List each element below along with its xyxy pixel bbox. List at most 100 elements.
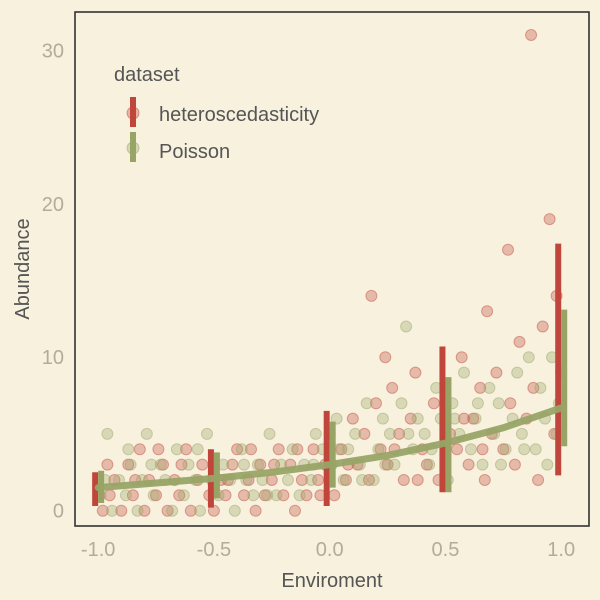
data-point: [138, 504, 151, 517]
data-point: [305, 474, 318, 486]
data-point: [536, 320, 549, 333]
data-point: [300, 489, 313, 502]
data-point: [481, 305, 494, 318]
data-point: [381, 458, 394, 471]
data-point: [261, 489, 274, 502]
points-layer: [94, 29, 568, 517]
data-point: [122, 443, 135, 456]
data-point: [511, 366, 524, 379]
data-point: [235, 443, 248, 456]
data-point: [182, 458, 195, 471]
data-point: [277, 489, 290, 502]
y-tick-label: 30: [42, 40, 64, 62]
data-point: [291, 443, 304, 456]
legend-key-poisson-bar: [130, 132, 136, 162]
data-point: [328, 489, 341, 502]
data-point: [370, 397, 382, 410]
data-point: [502, 243, 514, 256]
data-point: [258, 489, 271, 502]
data-point: [251, 458, 264, 471]
data-point: [196, 458, 209, 471]
data-point: [418, 427, 431, 440]
data-point: [525, 29, 538, 41]
data-point: [286, 443, 299, 456]
data-point: [395, 397, 408, 410]
data-point: [175, 458, 188, 471]
data-point: [293, 489, 306, 502]
data-point: [161, 504, 174, 517]
legend-title: dataset: [114, 64, 180, 86]
data-point: [122, 458, 135, 471]
data-point: [455, 351, 468, 364]
y-tick-label: 0: [53, 501, 64, 523]
data-point: [356, 474, 369, 486]
data-point: [150, 489, 162, 502]
data-point: [513, 335, 526, 348]
data-point: [462, 458, 475, 471]
data-point: [157, 458, 169, 471]
data-point: [411, 412, 424, 425]
data-point: [490, 366, 503, 379]
x-tick-label: 0.5: [432, 539, 460, 561]
data-point: [527, 381, 540, 394]
data-point: [245, 443, 257, 456]
data-point: [335, 443, 348, 456]
data-point: [386, 381, 399, 394]
data-point: [219, 489, 232, 502]
data-point: [272, 443, 285, 456]
data-point: [360, 397, 373, 410]
series-heteroscedasticity: [96, 29, 568, 517]
data-point: [180, 443, 193, 456]
data-point: [115, 504, 128, 517]
data-point: [515, 427, 528, 440]
data-point: [467, 412, 480, 425]
data-point: [247, 489, 260, 502]
data-point: [379, 458, 392, 471]
data-point: [346, 412, 359, 425]
data-point: [270, 489, 283, 502]
data-point: [497, 443, 510, 456]
data-point: [101, 427, 114, 440]
data-point: [339, 474, 352, 486]
tick-labels: -1.0 -0.5 0.0 0.5 1.0 0 10 20 30: [42, 40, 575, 561]
data-point: [409, 366, 422, 379]
x-tick-label: -1.0: [81, 539, 115, 561]
data-point: [478, 474, 491, 486]
data-point: [282, 474, 294, 486]
data-point: [365, 289, 378, 302]
data-point: [147, 489, 160, 502]
plot-panel-border: [74, 11, 590, 527]
data-point: [474, 381, 487, 394]
fit-line-layer: [94, 404, 565, 492]
legend-label-poisson: Poisson: [159, 141, 230, 163]
data-point: [492, 397, 505, 410]
data-point: [451, 443, 463, 456]
data-point: [508, 458, 521, 471]
legend-entry-poisson: Poisson: [126, 132, 230, 163]
data-point: [532, 474, 545, 486]
data-point: [184, 504, 197, 517]
data-point: [263, 427, 276, 440]
data-point: [337, 474, 350, 486]
y-tick-label: 10: [42, 347, 64, 369]
data-point: [404, 412, 417, 425]
data-point: [397, 474, 410, 486]
data-point: [152, 443, 165, 456]
data-point: [464, 443, 477, 456]
data-point: [504, 397, 517, 410]
data-point: [495, 458, 507, 471]
data-point: [96, 504, 109, 517]
data-point: [170, 443, 183, 456]
data-point: [541, 458, 554, 471]
data-point: [177, 489, 190, 502]
data-point: [249, 504, 262, 517]
data-point: [476, 458, 489, 471]
data-point: [126, 489, 139, 502]
data-point: [289, 504, 301, 517]
x-tick-label: -0.5: [197, 539, 231, 561]
legend: dataset heteroscedasticity Poisson: [114, 64, 319, 163]
data-point: [427, 397, 440, 410]
data-point: [238, 458, 250, 471]
data-point: [367, 474, 380, 486]
